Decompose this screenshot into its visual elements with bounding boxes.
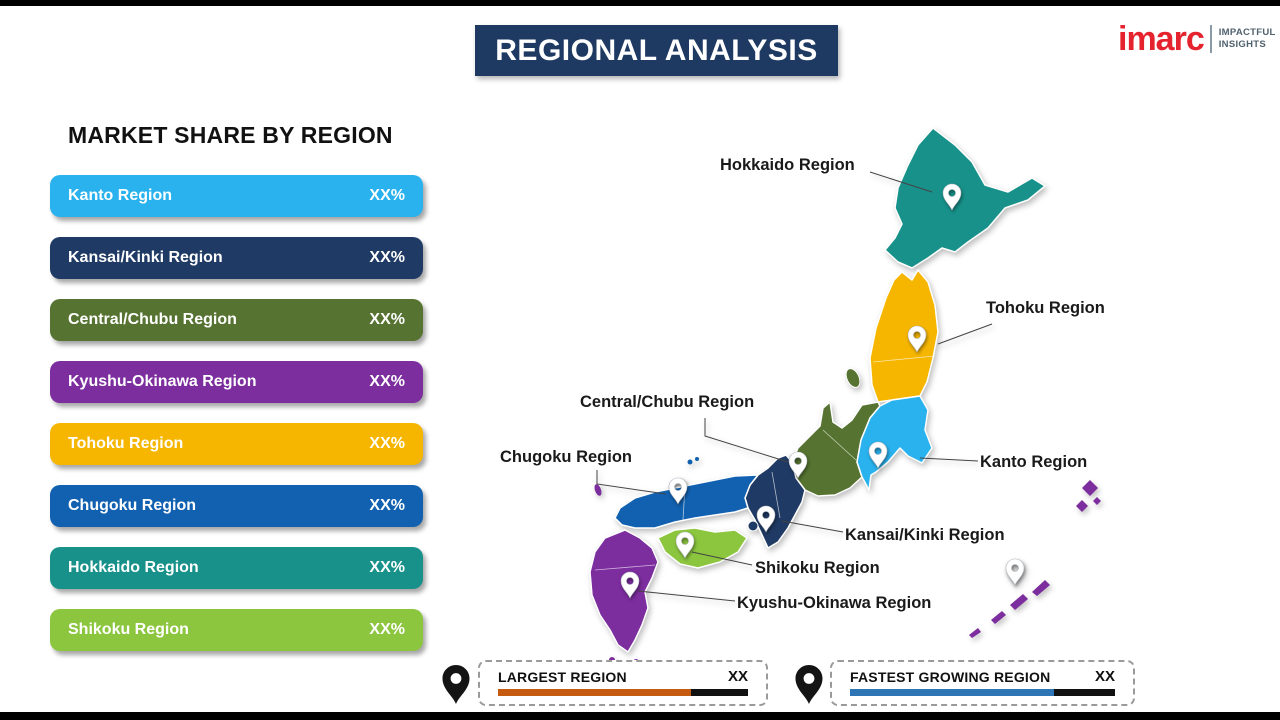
bar-label: Kansai/Kinki Region xyxy=(68,249,223,266)
bar-value: XX% xyxy=(369,497,405,514)
bar-value: XX% xyxy=(369,311,405,328)
map-region-okinawa-chain xyxy=(969,480,1101,638)
map-region-kyushu xyxy=(589,529,659,653)
bar-label: Kyushu-Okinawa Region xyxy=(68,373,257,390)
imarc-logo: imarc IMPACTFUL INSIGHTS xyxy=(1118,22,1276,56)
legend-fastest-bar-main xyxy=(850,689,1055,696)
bar-value: XX% xyxy=(369,249,405,266)
map-label-chugoku: Chugoku Region xyxy=(500,448,632,466)
map-island-tsushima xyxy=(594,484,602,496)
legend-largest-bar xyxy=(498,689,748,696)
bar-label: Chugoku Region xyxy=(68,497,196,514)
market-share-bar-kansai: Kansai/Kinki Region XX% xyxy=(50,237,423,279)
bar-label: Central/Chubu Region xyxy=(68,311,237,328)
bar-label: Kanto Region xyxy=(68,187,172,204)
connector-chugoku xyxy=(596,470,667,495)
legend-fastest-bar xyxy=(850,689,1115,696)
bar-value: XX% xyxy=(369,373,405,390)
map-region-kanto xyxy=(856,395,933,491)
map-label-hokkaido: Hokkaido Region xyxy=(720,156,855,174)
market-share-list: Kanto Region XX% Kansai/Kinki Region XX%… xyxy=(50,175,423,671)
market-share-bar-shikoku: Shikoku Region XX% xyxy=(50,609,423,651)
map-region-chugoku xyxy=(614,474,759,529)
map-island-oki-1 xyxy=(687,459,693,465)
bar-label: Hokkaido Region xyxy=(68,559,199,576)
market-share-bar-tohoku: Tohoku Region XX% xyxy=(50,423,423,465)
top-border xyxy=(0,0,1280,6)
market-share-bar-kyushu: Kyushu-Okinawa Region XX% xyxy=(50,361,423,403)
map-label-tohoku: Tohoku Region xyxy=(986,299,1105,317)
map-label-kanto: Kanto Region xyxy=(980,453,1088,471)
connector-hokkaido xyxy=(869,171,933,193)
connector-kyushu xyxy=(637,590,736,602)
legend-largest-value: XX xyxy=(727,668,748,685)
fastest-region-pin-icon xyxy=(794,662,824,711)
connector-kansai xyxy=(781,520,844,533)
map-island-awaji xyxy=(747,520,759,532)
map-island-oki-2 xyxy=(695,457,699,461)
market-share-bar-chugoku: Chugoku Region XX% xyxy=(50,485,423,527)
legend-fastest-value: XX xyxy=(1094,668,1115,685)
map-island-sado xyxy=(845,368,861,388)
legend-fastest-growing-region: FASTEST GROWING REGION XX xyxy=(830,660,1135,706)
logo-tagline: IMPACTFUL INSIGHTS xyxy=(1219,27,1276,52)
legend-largest-bar-end xyxy=(690,689,748,696)
market-share-bar-kanto: Kanto Region XX% xyxy=(50,175,423,217)
map-region-hokkaido xyxy=(884,127,1046,269)
market-share-bar-chubu: Central/Chubu Region XX% xyxy=(50,299,423,341)
label-connectors xyxy=(596,171,993,602)
map-label-kansai: Kansai/Kinki Region xyxy=(845,526,1005,544)
connector-shikoku xyxy=(691,551,753,566)
legend-largest-region: LARGEST REGION XX xyxy=(478,660,768,706)
bar-value: XX% xyxy=(369,435,405,452)
market-share-heading: MARKET SHARE BY REGION xyxy=(68,122,393,148)
market-share-bar-hokkaido: Hokkaido Region XX% xyxy=(50,547,423,589)
japan-map xyxy=(540,100,1160,690)
page-title: REGIONAL ANALYSIS xyxy=(475,25,838,76)
legend-fastest-bar-end xyxy=(1054,689,1115,696)
pin-okinawa xyxy=(1005,558,1025,586)
map-region-shikoku xyxy=(657,527,748,569)
map-label-kyushu: Kyushu-Okinawa Region xyxy=(737,594,932,612)
logo-separator xyxy=(1209,25,1212,53)
bar-value: XX% xyxy=(369,187,405,204)
bar-label: Tohoku Region xyxy=(68,435,184,452)
japan-map-svg xyxy=(589,127,1101,665)
legend-largest-bar-main xyxy=(498,689,691,696)
largest-region-pin-icon xyxy=(441,662,471,711)
connector-kanto xyxy=(919,457,979,462)
bar-value: XX% xyxy=(369,621,405,638)
map-region-tohoku xyxy=(869,269,939,403)
map-label-chubu: Central/Chubu Region xyxy=(580,393,755,411)
map-region-kansai xyxy=(744,454,806,549)
map-label-shikoku: Shikoku Region xyxy=(755,559,880,577)
logo-brand-text: imarc xyxy=(1118,20,1205,58)
legend-largest-label: LARGEST REGION xyxy=(498,668,627,685)
connector-tohoku xyxy=(937,323,993,345)
bottom-border xyxy=(0,712,1280,720)
bar-label: Shikoku Region xyxy=(68,621,189,638)
logo-tagline-line1: IMPACTFUL xyxy=(1218,26,1276,38)
connector-chubu xyxy=(704,418,789,463)
logo-tagline-line2: INSIGHTS xyxy=(1218,39,1266,50)
legend-fastest-label: FASTEST GROWING REGION xyxy=(850,668,1051,685)
bar-value: XX% xyxy=(369,559,405,576)
